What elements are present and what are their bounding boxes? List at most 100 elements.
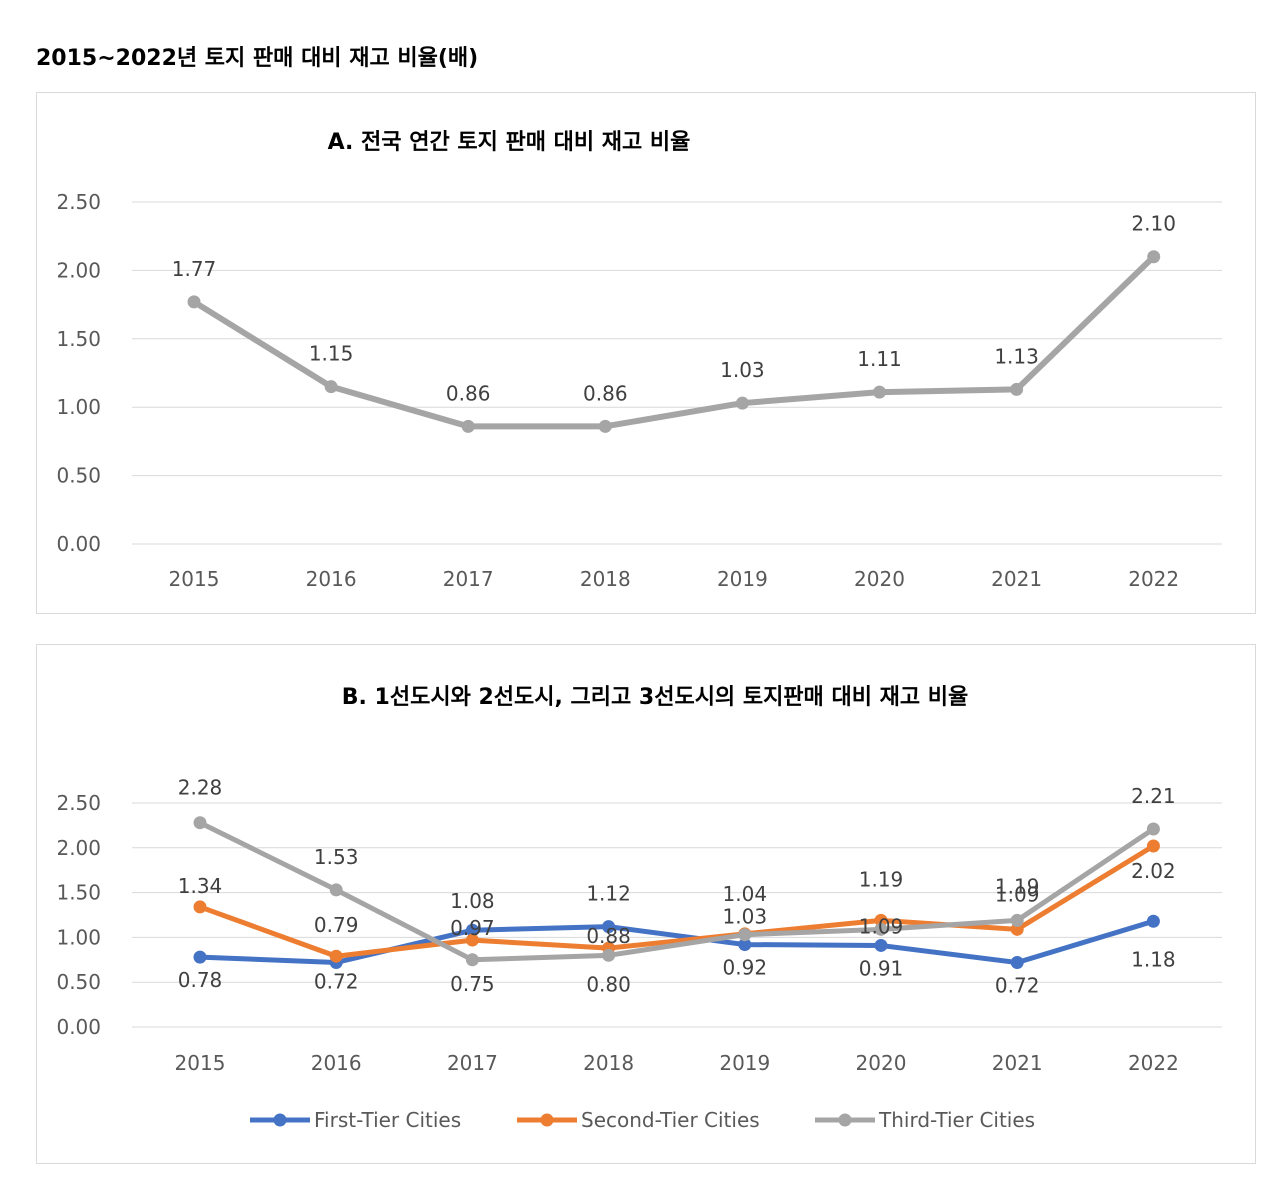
data-point — [873, 385, 886, 399]
data-label: 1.15 — [309, 342, 354, 366]
y-tick-label: 1.50 — [56, 327, 101, 351]
data-point — [874, 938, 888, 952]
tier-ratio-chart: B. 1선도시와 2선도시, 그리고 3선도시의 토지판매 대비 재고 비율 0… — [56, 685, 1222, 1132]
data-label: 0.86 — [583, 381, 628, 405]
data-label: 1.09 — [995, 882, 1040, 906]
data-point — [1010, 913, 1024, 927]
data-label: 0.75 — [450, 972, 495, 996]
data-label: 1.08 — [450, 889, 495, 913]
data-label: 1.04 — [723, 882, 768, 906]
y-tick-label: 0.50 — [56, 970, 101, 994]
data-label: 0.91 — [859, 956, 904, 980]
data-label: 1.13 — [994, 344, 1039, 368]
data-point — [1010, 922, 1024, 936]
data-label: 1.18 — [1131, 947, 1176, 971]
data-point — [324, 380, 338, 394]
data-point — [735, 396, 749, 410]
data-point — [738, 928, 752, 942]
y-tick-label: 2.00 — [56, 258, 101, 282]
chart-panel-national: A. 전국 연간 토지 판매 대비 재고 비율 0.00 0.50 1.00 1.50… — [36, 92, 1256, 614]
x-tick-label: 2017 — [443, 567, 494, 591]
x-tick-label: 2022 — [1128, 567, 1179, 591]
data-label: 1.09 — [859, 914, 904, 938]
x-tick-label: 2016 — [311, 1051, 362, 1075]
data-point — [1146, 822, 1160, 836]
data-point — [874, 913, 888, 927]
legend-label: Second-Tier Cities — [581, 1108, 760, 1132]
data-label: 2.10 — [1131, 212, 1176, 236]
data-point — [193, 950, 207, 964]
y-tick-label: 0.50 — [56, 464, 101, 488]
y-tick-label: 1.00 — [56, 395, 101, 419]
data-point — [1010, 382, 1024, 396]
legend-marker — [540, 1113, 554, 1127]
data-label: 0.86 — [446, 381, 491, 405]
data-point — [193, 816, 207, 830]
legend-item: First-Tier Cities — [250, 1108, 461, 1132]
data-label: 1.19 — [995, 874, 1040, 898]
x-tick-label: 2016 — [306, 567, 357, 591]
legend-item: Second-Tier Cities — [517, 1108, 760, 1132]
data-label: 0.72 — [995, 973, 1040, 997]
data-point — [1146, 914, 1160, 928]
y-tick-label: 2.00 — [56, 836, 101, 860]
data-label: 2.28 — [178, 776, 223, 800]
data-point — [1146, 839, 1160, 853]
data-point — [465, 923, 479, 937]
x-tick-label: 2020 — [854, 567, 905, 591]
page-title: 2015~2022년 토지 판매 대비 재고 비율(배) — [36, 46, 479, 71]
series-line — [191, 253, 1157, 430]
data-label: 0.80 — [586, 972, 631, 996]
data-label: 1.77 — [172, 257, 217, 281]
x-tick-label: 2015 — [169, 567, 220, 591]
x-tick-label: 2021 — [991, 567, 1042, 591]
data-label: 1.11 — [857, 347, 902, 371]
legend-label: First-Tier Cities — [314, 1108, 461, 1132]
x-tick-label: 2018 — [583, 1051, 634, 1075]
data-label: 0.88 — [586, 924, 631, 948]
data-label: 1.34 — [178, 874, 223, 898]
y-tick-label: 2.50 — [56, 791, 101, 815]
x-tick-label: 2020 — [856, 1051, 907, 1075]
data-label: 1.03 — [723, 905, 768, 929]
data-point — [465, 933, 479, 947]
x-tick-label: 2022 — [1128, 1051, 1179, 1075]
data-point — [602, 948, 616, 962]
data-label: 0.79 — [314, 913, 359, 937]
data-point — [193, 900, 207, 914]
data-point — [1010, 955, 1024, 969]
data-label: 0.78 — [178, 968, 223, 992]
data-label: 1.12 — [586, 882, 631, 906]
data-label: 1.03 — [720, 358, 765, 382]
x-tick-label: 2019 — [719, 1051, 770, 1075]
chart-title: B. 1선도시와 2선도시, 그리고 3선도시의 토지판매 대비 재고 비율 — [342, 685, 968, 710]
data-label: 1.53 — [314, 845, 359, 869]
data-point — [187, 295, 201, 309]
x-tick-label: 2015 — [175, 1051, 226, 1075]
legend-label: Third-Tier Cities — [878, 1108, 1035, 1132]
data-label: 0.97 — [450, 916, 495, 940]
chart-panel-tiers: B. 1선도시와 2선도시, 그리고 3선도시의 토지판매 대비 재고 비율 0… — [36, 644, 1256, 1164]
data-point — [329, 883, 343, 897]
data-label: 2.02 — [1131, 859, 1176, 883]
data-point — [461, 419, 475, 433]
data-point — [874, 922, 888, 936]
data-label: 1.19 — [859, 867, 904, 891]
x-tick-label: 2021 — [992, 1051, 1043, 1075]
y-tick-label: 0.00 — [56, 532, 101, 556]
data-point — [465, 953, 479, 967]
legend-item: Third-Tier Cities — [815, 1108, 1035, 1132]
data-label: 2.21 — [1131, 784, 1176, 808]
data-point — [329, 949, 343, 963]
legend-marker — [273, 1113, 287, 1127]
data-point — [1147, 250, 1161, 264]
series-line — [197, 843, 1156, 959]
data-label: 0.92 — [723, 956, 768, 980]
data-point — [602, 920, 616, 934]
x-tick-label: 2017 — [447, 1051, 498, 1075]
y-tick-label: 1.50 — [56, 881, 101, 905]
y-tick-label: 0.00 — [56, 1015, 101, 1039]
y-tick-label: 1.00 — [56, 925, 101, 949]
legend-marker — [838, 1113, 852, 1127]
data-point — [738, 938, 752, 952]
